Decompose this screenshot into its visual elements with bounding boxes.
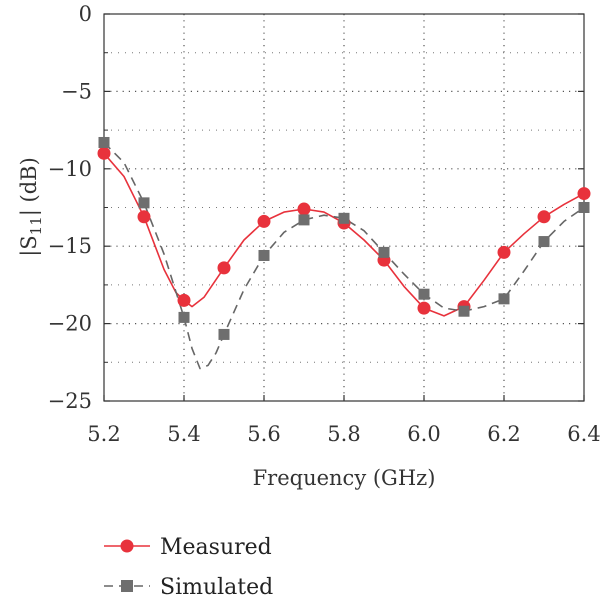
point-simulated [498,293,510,305]
point-simulated [538,236,550,248]
x-axis-label: Frequency (GHz) [253,466,436,490]
point-measured [417,301,431,315]
x-tick-label: 6.2 [487,422,520,446]
grid-lines [104,14,584,401]
point-simulated [178,311,190,323]
series-layer [97,136,591,370]
point-measured [177,293,191,307]
y-tick-label: −25 [48,389,92,413]
point-measured [97,146,111,160]
point-measured [297,202,311,216]
point-simulated [338,212,350,224]
point-simulated [98,136,110,148]
series-line-simulated [103,141,585,370]
point-measured [257,214,271,228]
point-measured [577,187,591,201]
legend: Measured Simulated [104,535,273,600]
point-simulated [218,328,230,340]
y-tick-label: −10 [48,157,92,181]
axis-ticks: 5.2 5.4 5.6 5.8 6.0 6.2 6.4 0 −5 −10 −15 −20 −25 [48,2,600,446]
x-tick-label: 5.6 [247,422,280,446]
point-measured [217,261,231,275]
point-measured [497,245,511,259]
x-tick-label: 6.0 [407,422,440,446]
legend-label-measured: Measured [160,535,272,560]
legend-item-measured: Measured [104,535,272,560]
x-tick-label: 5.4 [167,422,200,446]
x-tick-label: 6.4 [567,422,600,446]
point-simulated [138,197,150,209]
point-measured [537,210,551,224]
x-tick-label: 5.8 [327,422,360,446]
y-tick-label: −15 [48,234,92,258]
x-tick-label: 5.2 [87,422,120,446]
point-simulated [298,214,310,226]
point-simulated [258,249,270,261]
point-simulated [458,305,470,317]
legend-item-simulated: Simulated [104,575,273,600]
point-simulated [578,202,590,213]
y-tick-label: −5 [61,79,92,103]
series-line-measured [103,152,585,317]
y-tick-label: −20 [48,312,92,336]
point-simulated [378,246,390,258]
legend-label-simulated: Simulated [160,575,273,600]
point-simulated [418,288,430,300]
point-measured [137,210,151,224]
y-tick-label: 0 [79,2,92,26]
y-axis-label: |S11| (dB) [17,157,45,257]
